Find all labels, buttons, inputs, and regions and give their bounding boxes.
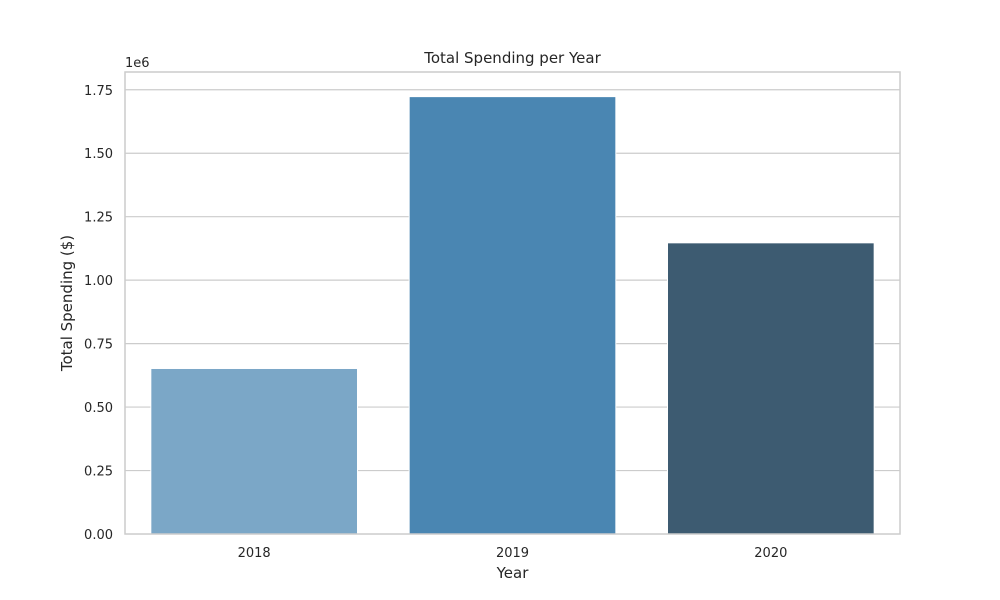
x-tick-label-2019: 2019	[496, 546, 529, 561]
x-tick-label-2020: 2020	[754, 546, 787, 561]
y-tick-label: 1.75	[84, 84, 113, 99]
y-tick-label: 1.50	[84, 147, 113, 162]
x-tick-label-2018: 2018	[238, 546, 271, 561]
y-tick-label: 1.25	[84, 211, 113, 226]
y-tick-labels: 0.00 0.25 0.50 0.75 1.00 1.25 1.50 1.75	[84, 84, 113, 543]
y-tick-label: 0.75	[84, 338, 113, 353]
y-axis-label: Total Spending ($)	[58, 235, 76, 372]
y-tick-label: 0.00	[84, 528, 113, 543]
bar-2019	[408, 96, 617, 535]
y-axis-offset-label: 1e6	[125, 56, 150, 71]
x-tick-labels: 2018 2019 2020	[238, 546, 788, 561]
x-axis-label: Year	[496, 564, 530, 582]
bars	[150, 96, 875, 535]
chart-title: Total Spending per Year	[423, 49, 601, 67]
y-tick-label: 0.25	[84, 465, 113, 480]
bar-2020	[667, 242, 875, 535]
y-tick-label: 0.50	[84, 401, 113, 416]
plot-frame	[124, 71, 901, 535]
bar-2018	[150, 367, 358, 535]
y-tick-label: 1.00	[84, 274, 113, 289]
